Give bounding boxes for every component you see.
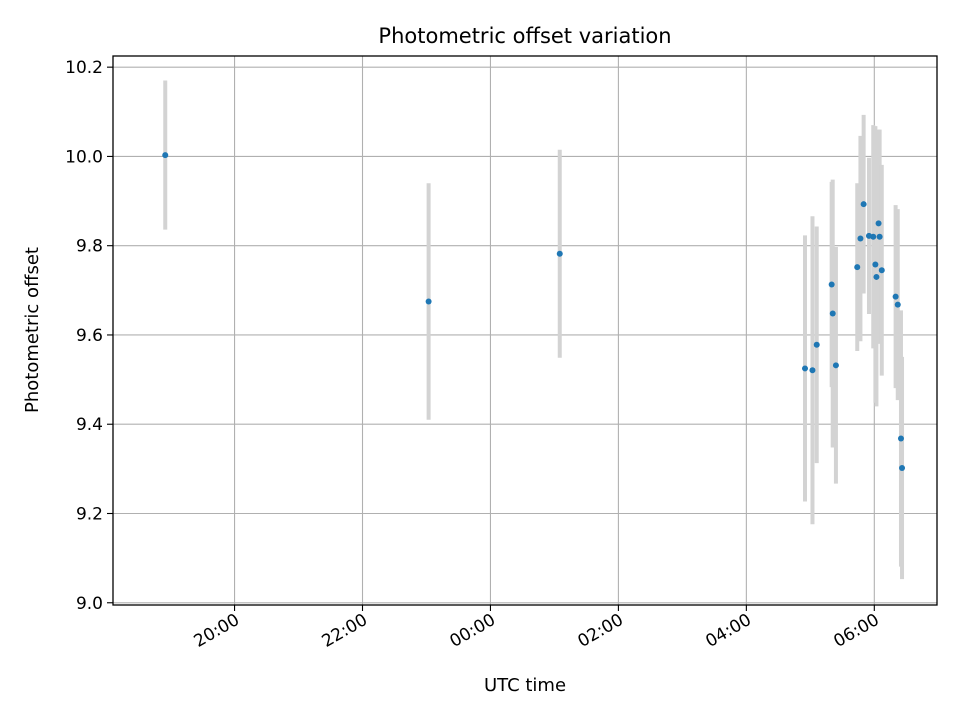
- data-point: [875, 220, 882, 227]
- y-tick-label: 9.0: [76, 594, 103, 614]
- y-axis: 9.0 9.2 9.4 9.6 9.8 10.0 10.2: [65, 58, 113, 614]
- data-point: [813, 341, 820, 348]
- data-point: [425, 298, 432, 305]
- data-point: [892, 293, 899, 300]
- plot-frame: [112, 55, 938, 606]
- y-tick-label: 10.0: [65, 147, 103, 167]
- y-axis-label: Photometric offset: [22, 247, 43, 413]
- data-point: [870, 233, 877, 240]
- y-tick-label: 10.2: [65, 58, 103, 78]
- data-point: [873, 273, 880, 280]
- data-point: [809, 367, 816, 374]
- data-point: [556, 250, 563, 257]
- data-point: [872, 261, 879, 268]
- data-point: [860, 201, 867, 208]
- data-point: [857, 235, 864, 242]
- y-tick-label: 9.4: [76, 415, 103, 435]
- data-point: [832, 362, 839, 369]
- x-axis-label: UTC time: [484, 675, 566, 696]
- data-point: [878, 267, 885, 274]
- y-tick-label: 9.2: [76, 505, 103, 525]
- data-point: [828, 281, 835, 288]
- y-tick-label: 9.6: [76, 326, 103, 346]
- data-point: [162, 152, 169, 159]
- data-point: [801, 365, 808, 372]
- grid: [113, 56, 937, 605]
- data-point: [894, 301, 901, 308]
- data-points: [162, 152, 906, 471]
- y-tick-label: 9.8: [76, 237, 103, 257]
- data-point: [854, 264, 861, 271]
- data-point: [876, 233, 883, 240]
- data-point: [899, 464, 906, 471]
- data-point: [897, 435, 904, 442]
- data-point: [829, 310, 836, 317]
- chart-title: Photometric offset variation: [378, 24, 671, 48]
